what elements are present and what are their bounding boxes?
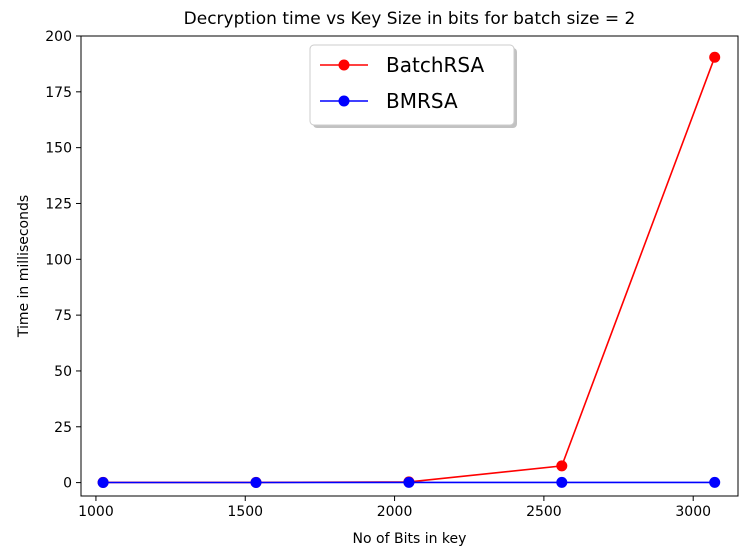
legend-label-batchrsa: BatchRSA bbox=[386, 53, 484, 77]
x-tick-label: 2500 bbox=[526, 504, 562, 520]
y-tick-label: 100 bbox=[45, 252, 72, 268]
x-tick-label: 1000 bbox=[78, 504, 114, 520]
x-axis-label: No of Bits in key bbox=[353, 531, 467, 547]
x-tick-label: 1500 bbox=[227, 504, 263, 520]
legend-marker-bmrsa bbox=[338, 95, 350, 107]
data-point-bmrsa bbox=[97, 476, 109, 488]
y-tick-label: 75 bbox=[54, 308, 72, 324]
y-tick-label: 25 bbox=[54, 420, 72, 436]
data-point-bmrsa bbox=[403, 476, 415, 488]
y-axis-label: Time in milliseconds bbox=[16, 195, 32, 338]
y-tick-label: 150 bbox=[45, 141, 72, 157]
plot-area: 1000 1500 2000 2500 3000 0 25 50 75 100 125 150 175 2… bbox=[45, 29, 739, 520]
chart-title: Decryption time vs Key Size in bits for … bbox=[184, 9, 636, 29]
y-tick-label: 175 bbox=[45, 85, 72, 101]
data-point-bmrsa bbox=[556, 476, 568, 488]
y-tick-label: 50 bbox=[54, 364, 72, 380]
x-tick-label: 2000 bbox=[377, 504, 413, 520]
data-point-bmrsa bbox=[250, 476, 262, 488]
data-point-batchrsa bbox=[709, 51, 721, 63]
y-tick-label: 200 bbox=[45, 29, 72, 45]
legend: BatchRSA BMRSA bbox=[309, 44, 517, 128]
x-tick-label: 3000 bbox=[675, 504, 711, 520]
y-tick-label: 0 bbox=[63, 476, 72, 492]
y-tick-label: 125 bbox=[45, 196, 72, 212]
legend-marker-batchrsa bbox=[338, 59, 350, 71]
data-point-bmrsa bbox=[709, 476, 721, 488]
plot-frame bbox=[80, 35, 739, 497]
legend-label-bmrsa: BMRSA bbox=[386, 89, 458, 113]
data-point-batchrsa bbox=[556, 460, 568, 472]
